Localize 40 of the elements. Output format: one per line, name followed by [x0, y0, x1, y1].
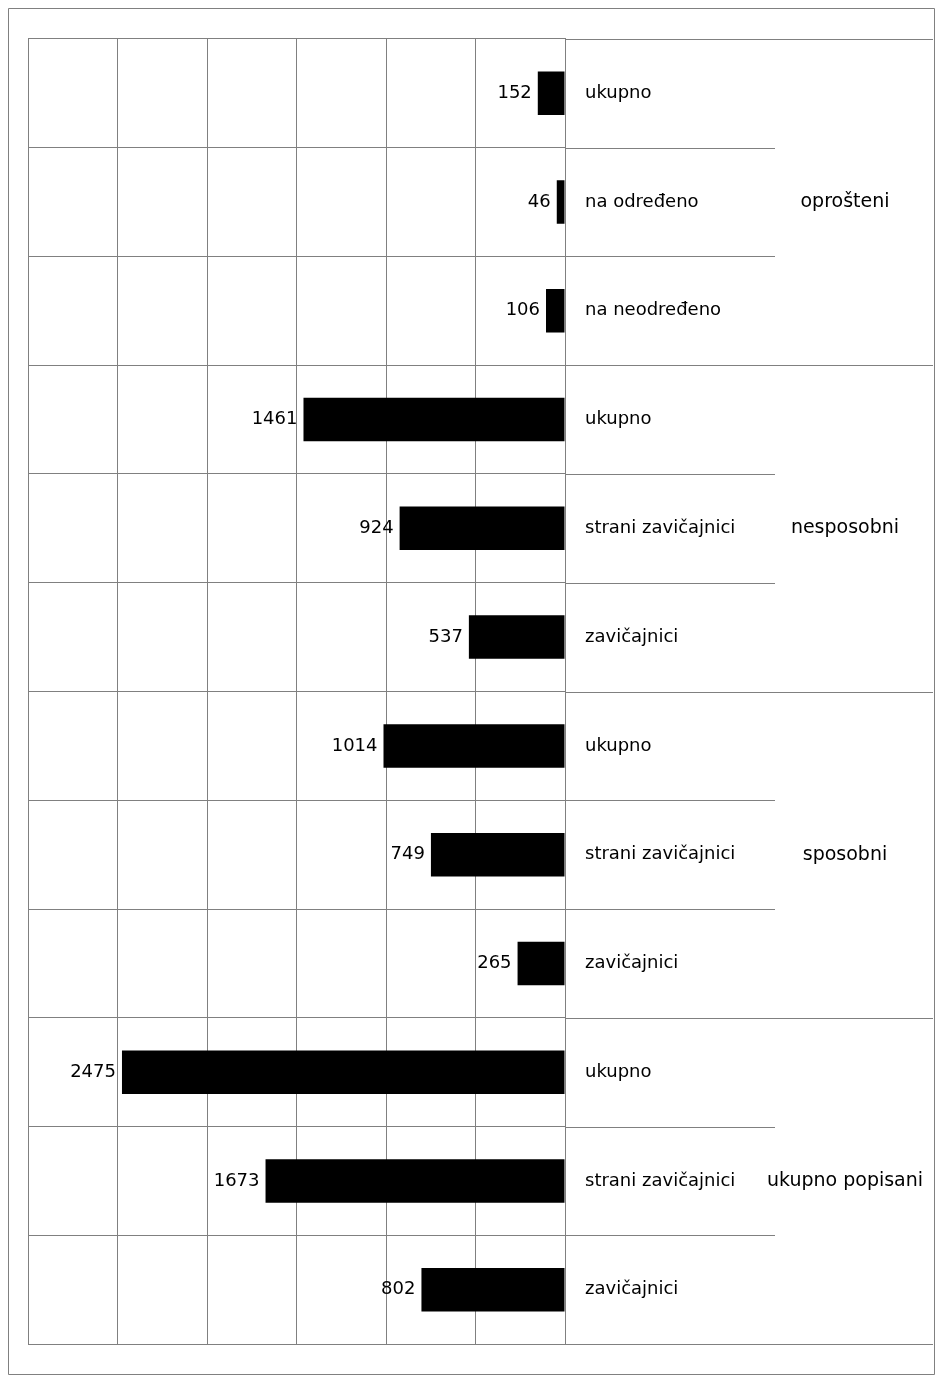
y-tick-label: zavičajnici	[585, 1277, 679, 1299]
text: oprošteni	[800, 188, 890, 211]
bar	[121, 1050, 565, 1094]
y-tick-label: strani zavičajnici	[585, 842, 736, 864]
y-tick-label: na određeno	[585, 189, 699, 211]
bar	[421, 1268, 565, 1312]
text: nesposobni	[790, 515, 900, 538]
data-label: 749	[390, 842, 425, 864]
data-label: 1014	[331, 733, 378, 755]
data-label: 2475	[70, 1059, 116, 1081]
data-label: 537	[428, 624, 463, 646]
y-tick-label: na neodređeno	[585, 298, 722, 320]
bar	[556, 180, 565, 224]
y-tick-label: zavičajnici	[585, 951, 679, 973]
data-label: 265	[477, 951, 512, 973]
y-tick-label: ukupno	[585, 407, 652, 429]
text: ukupno popisani	[766, 1167, 924, 1190]
y-tick-label: zavičajnici	[585, 624, 679, 646]
bar	[265, 1159, 565, 1203]
y-tick-label: ukupno	[585, 1059, 652, 1081]
data-label: 924	[359, 516, 394, 537]
bar	[303, 397, 565, 442]
bar	[537, 71, 565, 115]
y-tick-label: ukupno	[585, 733, 652, 755]
bar	[399, 506, 565, 551]
data-label: 106	[505, 298, 541, 320]
data-label: 152	[497, 80, 532, 102]
bar	[430, 832, 565, 877]
bar	[383, 724, 565, 768]
bar	[546, 289, 565, 333]
bar	[517, 941, 565, 986]
data-label: 1461	[251, 407, 298, 429]
data-label: 802	[381, 1277, 416, 1299]
y-tick-label: ukupno	[585, 80, 652, 102]
data-label: 1673	[213, 1168, 260, 1190]
text: sposobni	[802, 841, 888, 864]
data-label: 46	[527, 189, 551, 211]
bar	[468, 615, 565, 659]
y-tick-label: strani zavičajnici	[585, 1168, 736, 1190]
y-tick-label: strani zavičajnici	[585, 516, 736, 537]
